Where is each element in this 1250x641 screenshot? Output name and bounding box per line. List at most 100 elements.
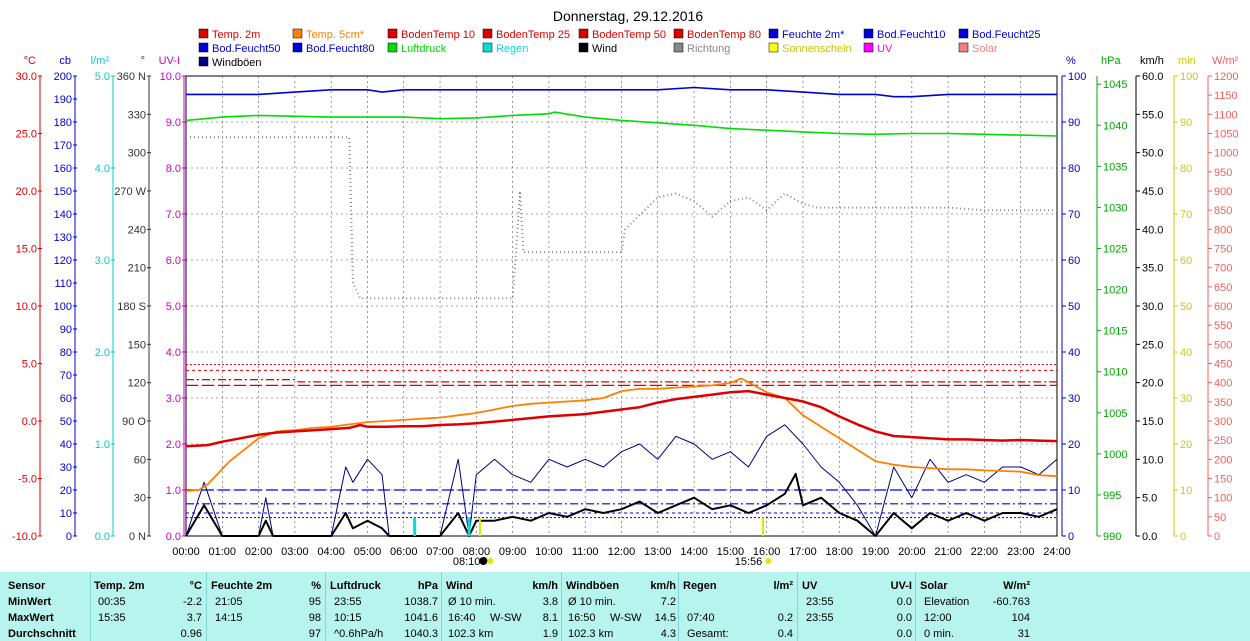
stats-row-label: MaxWert <box>8 612 54 624</box>
stats-header-unit: % <box>311 580 321 592</box>
stats-row-label: MinWert <box>8 596 52 608</box>
stats-header-unit: km/h <box>532 580 558 592</box>
weather-chart: Donnerstag, 29.12.2016 Temp. 2m Temp. 5cm… <box>12 8 1239 568</box>
stats-cell: Ø 10 min. <box>568 596 616 608</box>
stats-header-unit: l/m² <box>773 580 793 592</box>
axis-tick-label: 90 <box>1068 117 1080 129</box>
series-line <box>186 136 1057 300</box>
series-line <box>185 472 1058 537</box>
legend-entry: Bod.Feucht25 <box>972 29 1041 41</box>
time-tick-label: 18:00 <box>825 546 853 558</box>
sunset-time: 15:56 <box>735 556 763 568</box>
stats-header: Feuchte 2m <box>211 580 273 592</box>
axis-tick-label: 1030 <box>1103 202 1127 214</box>
legend-entry: BodenTemp 50 <box>592 29 666 41</box>
stats-value: 104 <box>1011 612 1030 624</box>
axis-tick-label: 10 <box>60 508 72 520</box>
axis-tick-label: 60 <box>1068 255 1080 267</box>
stats-cell: 102.3 km <box>568 628 614 640</box>
axis-tick-label: 120 <box>128 378 146 390</box>
axis-tick-label: 110 <box>54 278 72 290</box>
time-tick-label: 05:00 <box>354 546 382 558</box>
axis-tick-label: 7.0 <box>166 209 181 221</box>
axis-tick-label: 900 <box>1214 186 1232 198</box>
axis-tick-label: 270 W <box>114 186 146 198</box>
axis-tick-label: 150 <box>128 339 146 351</box>
axis-unit: % <box>1066 55 1076 67</box>
stats-header-unit: km/h <box>650 580 676 592</box>
axis-tick-label: 30 <box>1180 393 1192 405</box>
time-tick-label: 03:00 <box>281 546 309 558</box>
axis-unit: km/h <box>1140 55 1164 67</box>
stats-header: Luftdruck <box>330 580 381 592</box>
stats-value: 98 <box>308 612 321 624</box>
time-tick-label: 20:00 <box>898 546 926 558</box>
axis-tick-label: 5.0 <box>1142 493 1157 505</box>
rain-bar <box>467 517 471 536</box>
axis-tick-label: 1150 <box>1214 90 1238 102</box>
axis-unit: UV-I <box>159 55 180 67</box>
legend-swatch <box>482 28 493 39</box>
axis-tick-label: 30.0 <box>1142 301 1163 313</box>
axis-tick-label: 30 <box>134 493 146 505</box>
stats-cell: Elevation <box>924 596 970 608</box>
time-tick-label: 09:00 <box>499 546 527 558</box>
time-tick-label: 02:00 <box>245 546 273 558</box>
axis-tick-label: 1040 <box>1103 120 1127 132</box>
axis-tick-label: 50.0 <box>1142 148 1163 160</box>
axis-tick-label: 330 <box>128 109 146 121</box>
rain-bar <box>413 517 417 536</box>
axis-tick-label: 120 <box>54 255 72 267</box>
axis-tick-label: 55.0 <box>1142 109 1163 121</box>
series-line <box>185 389 1058 448</box>
stats-value: 31 <box>1017 628 1030 640</box>
axis-tick-label: 90 O <box>122 416 146 428</box>
stats-value: 0.0 <box>896 628 912 640</box>
axis-tick-label: 950 <box>1214 167 1232 179</box>
sunshine-bar <box>478 517 481 536</box>
legend-swatch <box>863 42 874 53</box>
stats-header: Wind <box>446 580 473 592</box>
axis-tick-label: 20 <box>1068 439 1080 451</box>
chart-title: Donnerstag, 29.12.2016 <box>553 8 703 24</box>
legend-entry: Temp. 5cm* <box>306 29 365 41</box>
axis-tick-label: 70 <box>60 370 72 382</box>
legend-swatch <box>198 28 209 39</box>
legend-swatch <box>578 42 589 53</box>
stats-value: 95 <box>308 596 321 608</box>
time-tick-label: 22:00 <box>971 546 999 558</box>
stats-cell: 21:05 <box>215 596 243 608</box>
time-tick-label: 01:00 <box>209 546 237 558</box>
stats-cell: 0 min. <box>924 628 954 640</box>
stats-cell: 15:35 <box>98 612 126 624</box>
series-line <box>185 424 1058 537</box>
stats-value: 0.0 <box>896 612 912 624</box>
axis-tick-label: 80 <box>1180 163 1192 175</box>
legend-entry: BodenTemp 80 <box>687 29 761 41</box>
axis-tick-label: 60.0 <box>1142 71 1163 83</box>
axis-tick-label: 2.0 <box>166 439 181 451</box>
stats-value: 0.0 <box>896 596 912 608</box>
time-tick-label: 14:00 <box>680 546 708 558</box>
axis-tick-label: 25.0 <box>16 129 37 141</box>
axis-unit: W/m² <box>1212 55 1239 67</box>
axis-tick-label: 5.0 <box>95 71 110 83</box>
axis-tick-label: 100 <box>1180 71 1198 83</box>
legend-swatch <box>673 42 684 53</box>
series-line <box>186 86 1057 98</box>
axis-tick-label: 160 <box>54 163 72 175</box>
axis-tick-label: 750 <box>1214 244 1232 256</box>
stats-header-unit: W/m² <box>1003 580 1030 592</box>
axis-tick-label: 50 <box>1068 301 1080 313</box>
axis-tick-label: 10.0 <box>16 301 37 313</box>
axis-tick-label: 150 <box>1214 474 1232 486</box>
axis-tick-label: 1035 <box>1103 161 1127 173</box>
axis-tick-label: 6.0 <box>166 255 181 267</box>
sunset-sun <box>765 558 772 564</box>
axis-tick-label: 140 <box>54 209 72 221</box>
axis-tick-label: 20 <box>1180 439 1192 451</box>
stats-separator <box>90 572 91 641</box>
axis-tick-label: 20.0 <box>16 186 37 198</box>
axis-tick-label: 40 <box>1068 347 1080 359</box>
axis-tick-label: 850 <box>1214 205 1232 217</box>
